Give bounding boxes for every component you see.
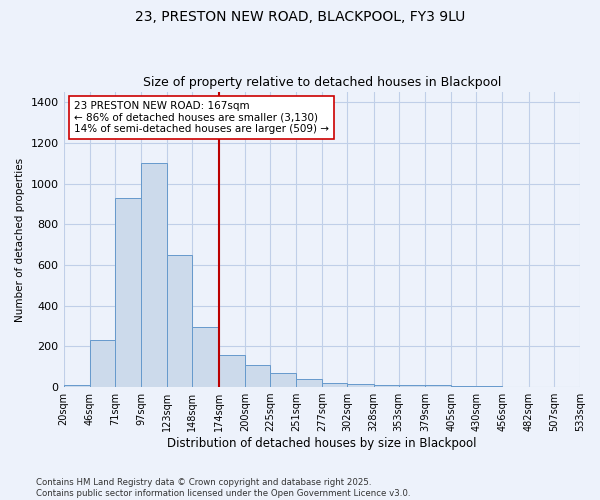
Bar — [374, 385, 399, 387]
Bar — [90, 340, 115, 387]
Bar — [322, 384, 347, 387]
Bar — [296, 380, 322, 387]
Bar — [141, 164, 167, 387]
Title: Size of property relative to detached houses in Blackpool: Size of property relative to detached ho… — [143, 76, 501, 90]
Bar — [476, 386, 502, 387]
Bar — [115, 198, 141, 387]
Bar — [451, 386, 476, 387]
Text: 23, PRESTON NEW ROAD, BLACKPOOL, FY3 9LU: 23, PRESTON NEW ROAD, BLACKPOOL, FY3 9LU — [135, 10, 465, 24]
Bar — [425, 386, 451, 387]
Text: Contains HM Land Registry data © Crown copyright and database right 2025.
Contai: Contains HM Land Registry data © Crown c… — [36, 478, 410, 498]
Bar — [167, 255, 193, 387]
Bar — [64, 385, 90, 387]
Text: 23 PRESTON NEW ROAD: 167sqm
← 86% of detached houses are smaller (3,130)
14% of : 23 PRESTON NEW ROAD: 167sqm ← 86% of det… — [74, 101, 329, 134]
Bar — [270, 373, 296, 387]
X-axis label: Distribution of detached houses by size in Blackpool: Distribution of detached houses by size … — [167, 437, 476, 450]
Bar — [347, 384, 374, 387]
Y-axis label: Number of detached properties: Number of detached properties — [15, 158, 25, 322]
Bar — [218, 354, 245, 387]
Bar — [245, 364, 270, 387]
Bar — [399, 385, 425, 387]
Bar — [193, 327, 218, 387]
